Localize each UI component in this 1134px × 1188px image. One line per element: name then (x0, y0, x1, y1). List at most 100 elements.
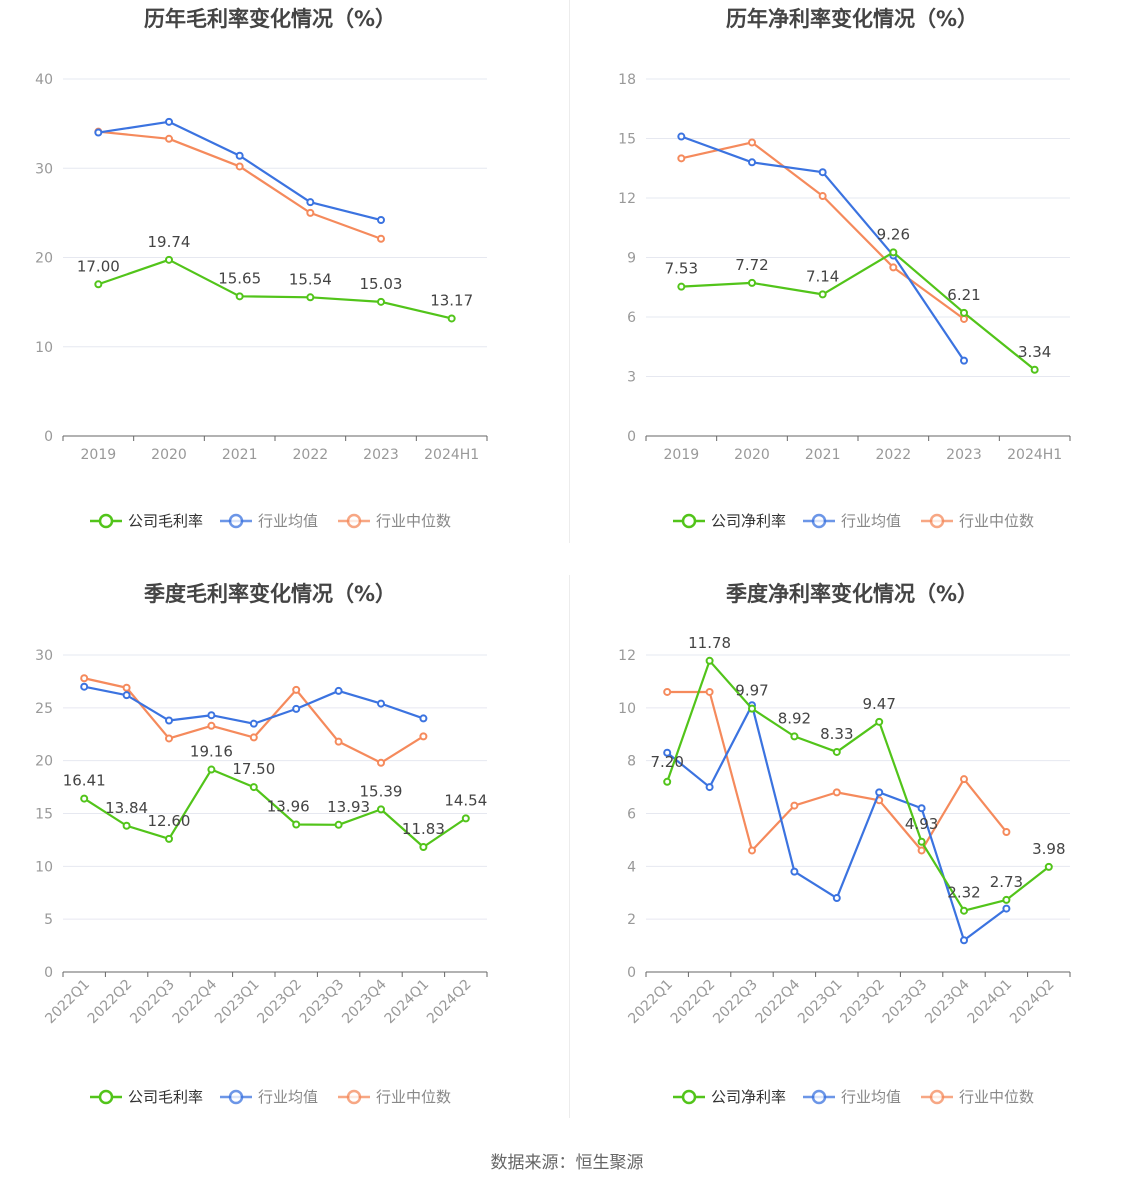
data-point-industry_avg (917, 804, 926, 813)
data-point-company (1044, 862, 1053, 871)
legend-marker-industry_median (346, 1089, 362, 1105)
y-tick-label: 30 (35, 648, 53, 664)
y-tick-label: 20 (35, 251, 53, 267)
data-point-industry_avg (334, 686, 343, 695)
data-point-industry_avg (377, 699, 385, 708)
legend-label-industry_median: 行业中位数 (959, 512, 1034, 530)
data-label: 7.53 (665, 260, 698, 278)
data-point-industry_avg (165, 716, 173, 725)
data-point-industry_median (1002, 827, 1011, 836)
data-point-industry_median (377, 758, 385, 767)
y-tick-label: 20 (35, 754, 53, 770)
data-point-company (748, 278, 756, 287)
legend: 公司毛利率 行业均值 行业中位数 (90, 1088, 451, 1106)
data-point-industry_median (334, 737, 343, 746)
x-tick-label: 2023Q2 (837, 977, 888, 1028)
data-label: 6.21 (947, 286, 980, 304)
data-point-industry_avg (818, 168, 827, 177)
x-tick-label: 2024Q2 (424, 977, 475, 1028)
data-label: 13.84 (105, 799, 148, 817)
x-tick-label: 2023Q3 (880, 977, 931, 1028)
data-point-industry_avg (748, 158, 756, 167)
x-tick-label: 2022 (876, 447, 912, 463)
y-tick-label: 6 (627, 310, 636, 326)
data-point-industry_avg (249, 719, 258, 728)
data-point-industry_avg (377, 216, 385, 225)
data-label: 4.93 (905, 815, 938, 833)
data-point-industry_avg (292, 704, 301, 713)
data-point-company (790, 732, 799, 741)
data-point-industry_median (207, 721, 216, 730)
x-tick-label: 2022Q1 (625, 977, 676, 1028)
data-label: 3.34 (1018, 343, 1051, 361)
data-label: 17.00 (77, 257, 120, 275)
legend-marker-industry_avg (811, 1089, 827, 1105)
data-point-company (917, 837, 926, 846)
panel-divider-top (569, 0, 570, 543)
data-point-company (960, 906, 968, 915)
chart-panel-3: 季度毛利率变化情况（%）0510152025302022Q12022Q22022… (35, 582, 488, 1106)
data-point-industry_median (80, 674, 89, 683)
legend-label-company: 公司净利率 (711, 1088, 786, 1106)
data-label: 15.65 (218, 269, 261, 287)
data-point-industry_median (306, 208, 315, 217)
data-label: 3.98 (1032, 840, 1065, 858)
legend-label-industry_avg: 行业均值 (841, 512, 901, 530)
y-tick-label: 10 (35, 340, 53, 356)
data-point-industry_avg (705, 783, 714, 792)
panel-divider-bottom (569, 575, 570, 1118)
chart-title: 季度净利率变化情况（%） (726, 582, 978, 606)
x-tick-label: 2022Q1 (42, 977, 93, 1028)
y-tick-label: 18 (618, 72, 636, 88)
y-tick-label: 8 (627, 754, 636, 770)
legend-label-industry_avg: 行业均值 (258, 512, 318, 530)
x-tick-label: 2022Q3 (127, 977, 178, 1028)
data-point-industry_median (818, 192, 827, 201)
x-tick-label: 2022Q2 (668, 977, 719, 1028)
data-point-company (165, 255, 173, 264)
y-tick-label: 15 (618, 132, 636, 148)
x-tick-label: 2022Q4 (753, 976, 804, 1027)
data-point-company (461, 814, 470, 823)
data-point-industry_median (419, 732, 428, 741)
data-point-company (705, 656, 714, 665)
data-point-company (960, 308, 968, 317)
data-label: 19.74 (148, 233, 191, 251)
legend-marker-industry_median (346, 513, 362, 529)
data-point-industry_median (292, 685, 301, 694)
data-label: 7.14 (806, 267, 839, 285)
legend-marker-industry_median (929, 1089, 945, 1105)
x-tick-label: 2022Q4 (170, 976, 221, 1027)
legend-label-industry_median: 行业中位数 (959, 1088, 1034, 1106)
data-label: 13.17 (430, 291, 473, 309)
data-point-industry_median (917, 846, 926, 855)
legend-label-company: 公司毛利率 (128, 512, 203, 530)
data-label: 7.20 (650, 753, 683, 771)
data-point-company (306, 293, 315, 302)
x-tick-label: 2024Q1 (382, 977, 433, 1028)
legend-label-industry_avg: 行业均值 (258, 1088, 318, 1106)
y-tick-label: 10 (35, 859, 53, 875)
data-point-company (94, 280, 103, 289)
data-label: 7.72 (735, 256, 768, 274)
data-point-industry_median (889, 263, 898, 272)
data-point-industry_median (960, 314, 968, 323)
data-point-industry_median (122, 683, 131, 692)
legend-marker-industry_median (929, 513, 945, 529)
x-tick-label: 2023Q1 (212, 977, 263, 1028)
data-point-company (663, 777, 672, 786)
legend-marker-industry_avg (811, 513, 827, 529)
x-tick-label: 2020 (151, 447, 187, 463)
y-tick-label: 0 (44, 965, 53, 981)
data-point-company (1002, 895, 1011, 904)
x-tick-label: 2023Q3 (297, 977, 348, 1028)
x-tick-label: 2021 (222, 447, 258, 463)
y-tick-label: 0 (44, 429, 53, 445)
chart-title: 历年毛利率变化情况（%） (144, 7, 396, 31)
x-tick-label: 2023 (946, 447, 982, 463)
legend: 公司毛利率 行业均值 行业中位数 (90, 512, 451, 530)
data-point-company (377, 805, 385, 814)
data-point-company (419, 842, 428, 851)
data-point-industry_median (832, 788, 841, 797)
chart-panel-4: 季度净利率变化情况（%）0246810122022Q12022Q22022Q32… (618, 582, 1071, 1106)
